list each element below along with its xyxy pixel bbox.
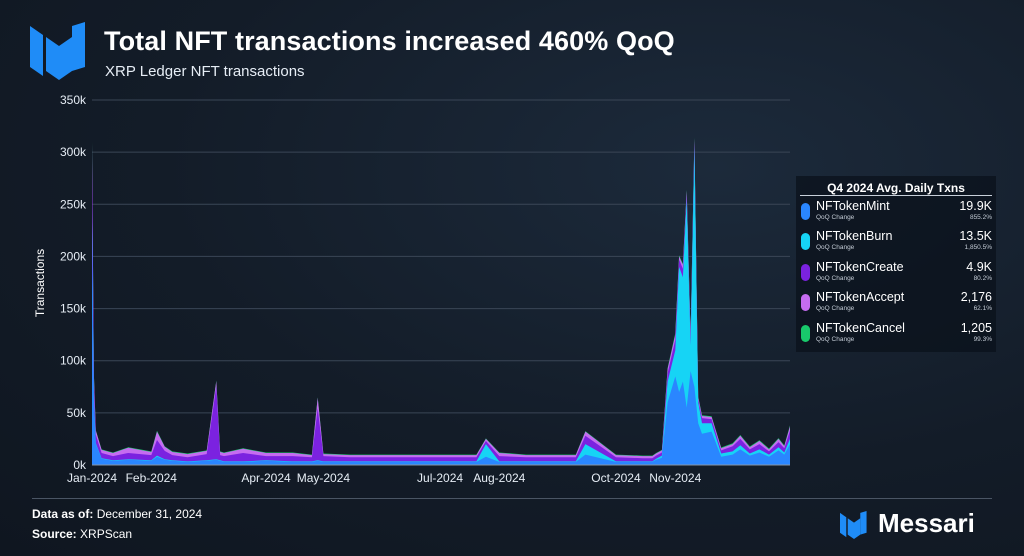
legend-name: NFTokenCreate: [816, 260, 904, 274]
legend-swatch: [801, 325, 810, 342]
x-tick-label: Feb-2024: [126, 471, 178, 485]
data-date-label: Data as of:: [32, 507, 94, 521]
y-tick-label: 0k: [73, 458, 87, 472]
chart-title: Total NFT transactions increased 460% Qo…: [104, 26, 675, 56]
data-date-value: December 31, 2024: [96, 507, 203, 521]
legend-name: NFTokenAccept: [816, 290, 905, 304]
legend-swatch: [801, 233, 810, 250]
area-chart: 0k 50k 100k 150k 200k 250k 300k 350k Jan-2024 Feb…: [33, 93, 790, 485]
legend-value: 13.5K: [959, 229, 992, 243]
x-tick-label: Nov-2024: [649, 471, 701, 485]
legend-change: 1,850.5%: [964, 244, 992, 251]
legend-change: 62.1%: [973, 305, 992, 312]
legend-item-nftokenmint: NFTokenMint QoQ Change 19.9K 855.2%: [800, 199, 994, 229]
legend-value: 19.9K: [959, 199, 992, 213]
y-tick-label: 150k: [60, 302, 87, 316]
messari-logo-icon: [30, 22, 85, 80]
brand-logo: Messari: [838, 507, 998, 543]
x-tick-label: Jul-2024: [417, 471, 463, 485]
legend-change: 99.3%: [973, 336, 992, 343]
y-tick-label: 100k: [60, 354, 87, 368]
source-line: Source: XRPScan: [32, 527, 132, 541]
source-value: XRPScan: [80, 527, 133, 541]
legend-value: 2,176: [960, 290, 992, 304]
x-tick-label: Apr-2024: [241, 471, 291, 485]
legend-divider: [800, 195, 992, 196]
x-tick-label: May-2024: [297, 471, 351, 485]
y-tick-label: 350k: [60, 93, 87, 107]
source-label: Source:: [32, 527, 77, 541]
legend-item-nftokenaccept: NFTokenAccept QoQ Change 2,176 62.1%: [800, 290, 994, 320]
legend-swatch: [801, 264, 810, 281]
legend-panel: [796, 176, 996, 352]
footer-divider: [32, 498, 992, 499]
legend-item-nftokencancel: NFTokenCancel QoQ Change 1,205 99.3%: [800, 321, 994, 351]
legend-item-nftokencreate: NFTokenCreate QoQ Change 4.9K 80.2%: [800, 260, 994, 290]
legend-item-nftokenburn: NFTokenBurn QoQ Change 13.5K 1,850.5%: [800, 229, 994, 259]
x-tick-label: Oct-2024: [591, 471, 641, 485]
legend-change-label: QoQ Change: [816, 214, 855, 221]
legend-name: NFTokenCancel: [816, 321, 905, 335]
legend-swatch: [801, 294, 810, 311]
legend-name: NFTokenMint: [816, 199, 890, 213]
y-tick-label: 300k: [60, 145, 87, 159]
legend-change-label: QoQ Change: [816, 336, 855, 343]
legend-change: 855.2%: [969, 214, 992, 221]
legend-swatch: [801, 203, 810, 220]
legend-value: 4.9K: [966, 260, 992, 274]
chart-axes: 0k 50k 100k 150k 200k 250k 300k 350k Jan-2024 Feb…: [33, 93, 790, 485]
messari-brand-icon: [840, 511, 867, 539]
legend-change-label: QoQ Change: [816, 275, 855, 282]
data-date-line: Data as of: December 31, 2024: [32, 507, 202, 521]
legend-change-label: QoQ Change: [816, 305, 855, 312]
legend-header: Q4 2024 Avg. Daily Txns: [827, 181, 965, 195]
legend-change-label: QoQ Change: [816, 244, 855, 251]
y-axis-label: Transactions: [33, 249, 47, 317]
legend-value: 1,205: [960, 321, 992, 335]
chart-subtitle: XRP Ledger NFT transactions: [105, 63, 305, 80]
y-tick-label: 250k: [60, 197, 87, 211]
y-tick-label: 50k: [67, 406, 87, 420]
legend-change: 80.2%: [973, 275, 992, 282]
y-tick-label: 200k: [60, 249, 87, 263]
x-tick-label: Aug-2024: [473, 471, 525, 485]
brand-name: Messari: [878, 508, 975, 538]
chart-areas: [92, 137, 790, 465]
x-tick-label: Jan-2024: [67, 471, 117, 485]
legend-name: NFTokenBurn: [816, 229, 893, 243]
